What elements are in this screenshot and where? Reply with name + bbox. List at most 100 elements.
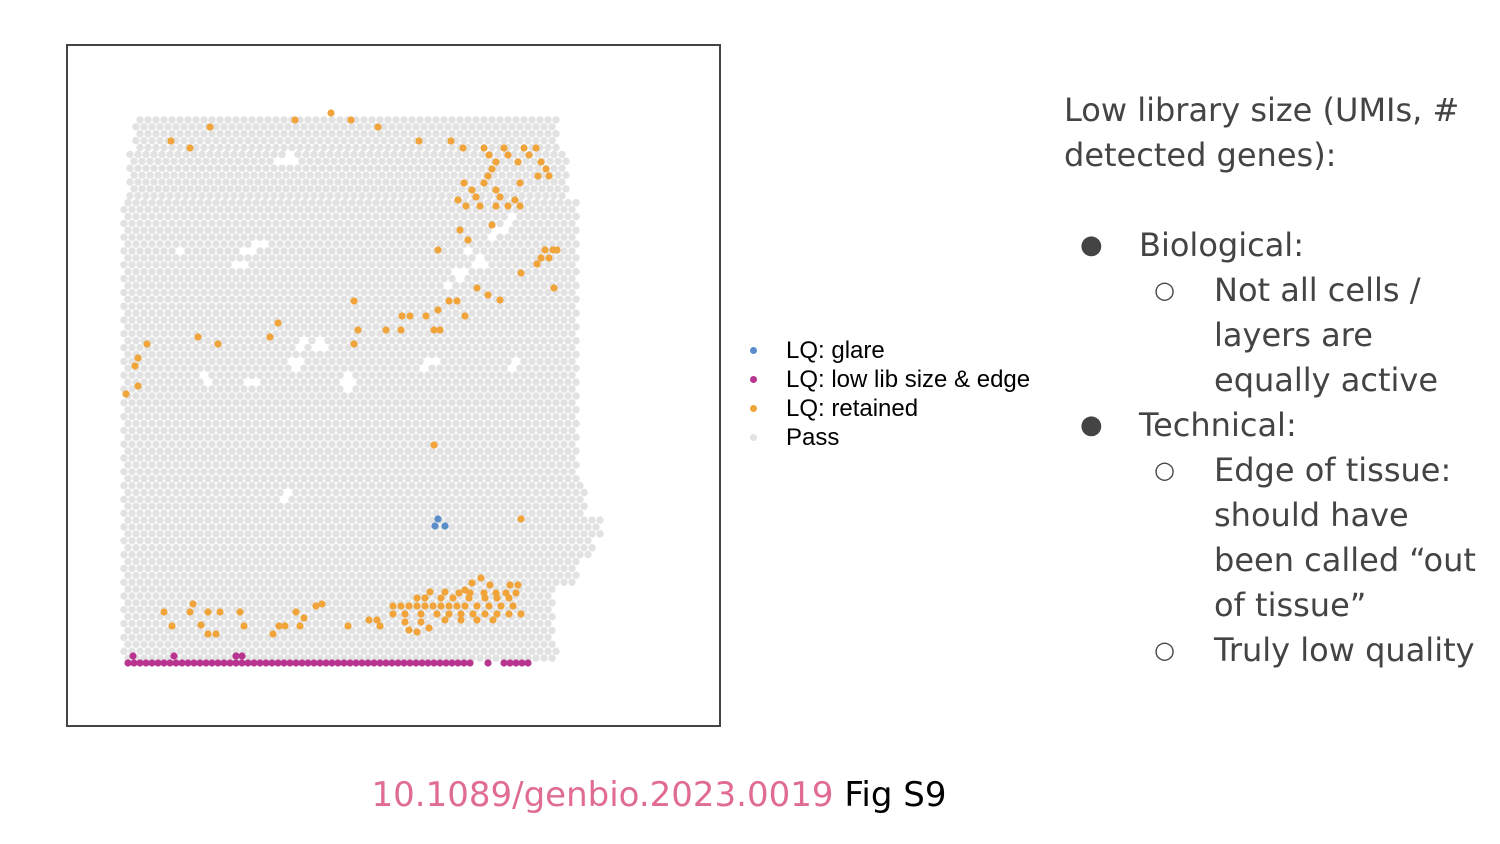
retained-spot — [425, 624, 433, 632]
pass-spot — [336, 495, 344, 504]
pass-spot — [312, 537, 320, 545]
pass-spot — [348, 571, 356, 579]
pass-spot — [234, 171, 242, 179]
pass-spot — [450, 185, 458, 193]
pass-spot — [248, 592, 256, 600]
pass-spot — [286, 164, 294, 172]
pass-spot — [156, 123, 164, 131]
retained-spot — [461, 602, 469, 610]
pass-spot — [344, 633, 352, 642]
pass-spot — [236, 254, 244, 262]
pass-spot — [156, 626, 164, 635]
pass-spot — [408, 205, 416, 214]
pass-spot — [152, 274, 160, 283]
pass-spot — [408, 564, 416, 573]
pass-spot — [334, 150, 342, 159]
pass-spot — [400, 509, 408, 517]
pass-spot — [222, 150, 230, 159]
pass-spot — [252, 599, 260, 607]
pass-spot — [340, 613, 348, 621]
pass-spot — [412, 502, 420, 510]
pass-spot — [352, 412, 360, 421]
pass-spot — [144, 330, 152, 338]
pass-spot — [132, 599, 140, 607]
pass-spot — [360, 247, 368, 255]
pass-spot — [292, 240, 300, 248]
pass-spot — [452, 433, 460, 441]
pass-spot — [200, 550, 208, 559]
pass-spot — [460, 136, 468, 145]
pass-spot — [500, 447, 508, 455]
pass-spot — [464, 454, 472, 462]
pass-spot — [278, 178, 286, 186]
pass-spot — [528, 399, 536, 407]
pass-spot — [192, 357, 200, 366]
pass-spot — [548, 268, 556, 276]
pass-spot — [238, 192, 246, 200]
pass-spot — [140, 350, 148, 359]
pass-spot — [596, 516, 604, 524]
pass-spot — [324, 571, 332, 579]
pass-spot — [268, 350, 276, 359]
pass-spot — [428, 123, 436, 131]
pass-spot — [188, 378, 196, 386]
pass-spot — [140, 557, 148, 566]
pass-spot — [124, 613, 132, 621]
pass-spot — [284, 640, 292, 648]
pass-spot — [516, 475, 524, 483]
pass-spot — [464, 330, 472, 338]
pass-spot — [572, 392, 580, 400]
pass-spot — [312, 578, 320, 586]
pass-spot — [376, 330, 384, 338]
pass-spot — [364, 309, 372, 317]
pass-spot — [540, 502, 548, 510]
pass-spot — [538, 185, 546, 193]
pass-spot — [172, 364, 180, 372]
pass-spot — [208, 426, 216, 435]
pass-spot — [246, 164, 254, 172]
pass-spot — [322, 157, 330, 165]
pass-spot — [452, 123, 460, 131]
pass-spot — [156, 323, 164, 331]
low-lib-size-edge-spot — [298, 659, 306, 667]
pass-spot — [496, 399, 504, 407]
pass-spot — [312, 330, 320, 338]
pass-spot — [160, 619, 168, 628]
pass-spot — [128, 302, 136, 310]
pass-spot — [140, 640, 148, 648]
pass-spot — [380, 199, 388, 207]
pass-spot — [444, 212, 452, 221]
pass-spot — [328, 205, 336, 214]
pass-spot — [272, 205, 280, 214]
pass-spot — [316, 447, 324, 455]
pass-spot — [544, 619, 552, 628]
pass-spot — [296, 537, 304, 545]
pass-spot — [232, 316, 240, 324]
pass-spot — [404, 447, 412, 455]
pass-spot — [484, 571, 492, 579]
pass-spot — [504, 399, 512, 407]
pass-spot — [408, 440, 416, 448]
pass-spot — [246, 178, 254, 186]
pass-spot — [436, 461, 444, 469]
pass-spot — [528, 357, 536, 366]
pass-spot — [260, 323, 268, 331]
pass-spot — [504, 509, 512, 517]
pass-spot — [320, 509, 328, 517]
pass-spot — [132, 613, 140, 621]
pass-spot — [244, 475, 252, 483]
pass-spot — [196, 212, 204, 221]
retained-spot — [481, 594, 489, 602]
low-lib-size-edge-spot — [274, 659, 282, 667]
pass-spot — [356, 378, 364, 386]
pass-spot — [400, 495, 408, 504]
pass-spot — [148, 461, 156, 469]
doi-link[interactable]: 10.1089/genbio.2023.0019 — [371, 775, 834, 815]
pass-spot — [228, 123, 236, 131]
pass-spot — [176, 523, 184, 531]
pass-spot — [232, 130, 240, 138]
pass-spot — [152, 343, 160, 352]
pass-spot — [360, 385, 368, 393]
pass-spot — [496, 219, 504, 228]
pass-spot — [264, 302, 272, 310]
